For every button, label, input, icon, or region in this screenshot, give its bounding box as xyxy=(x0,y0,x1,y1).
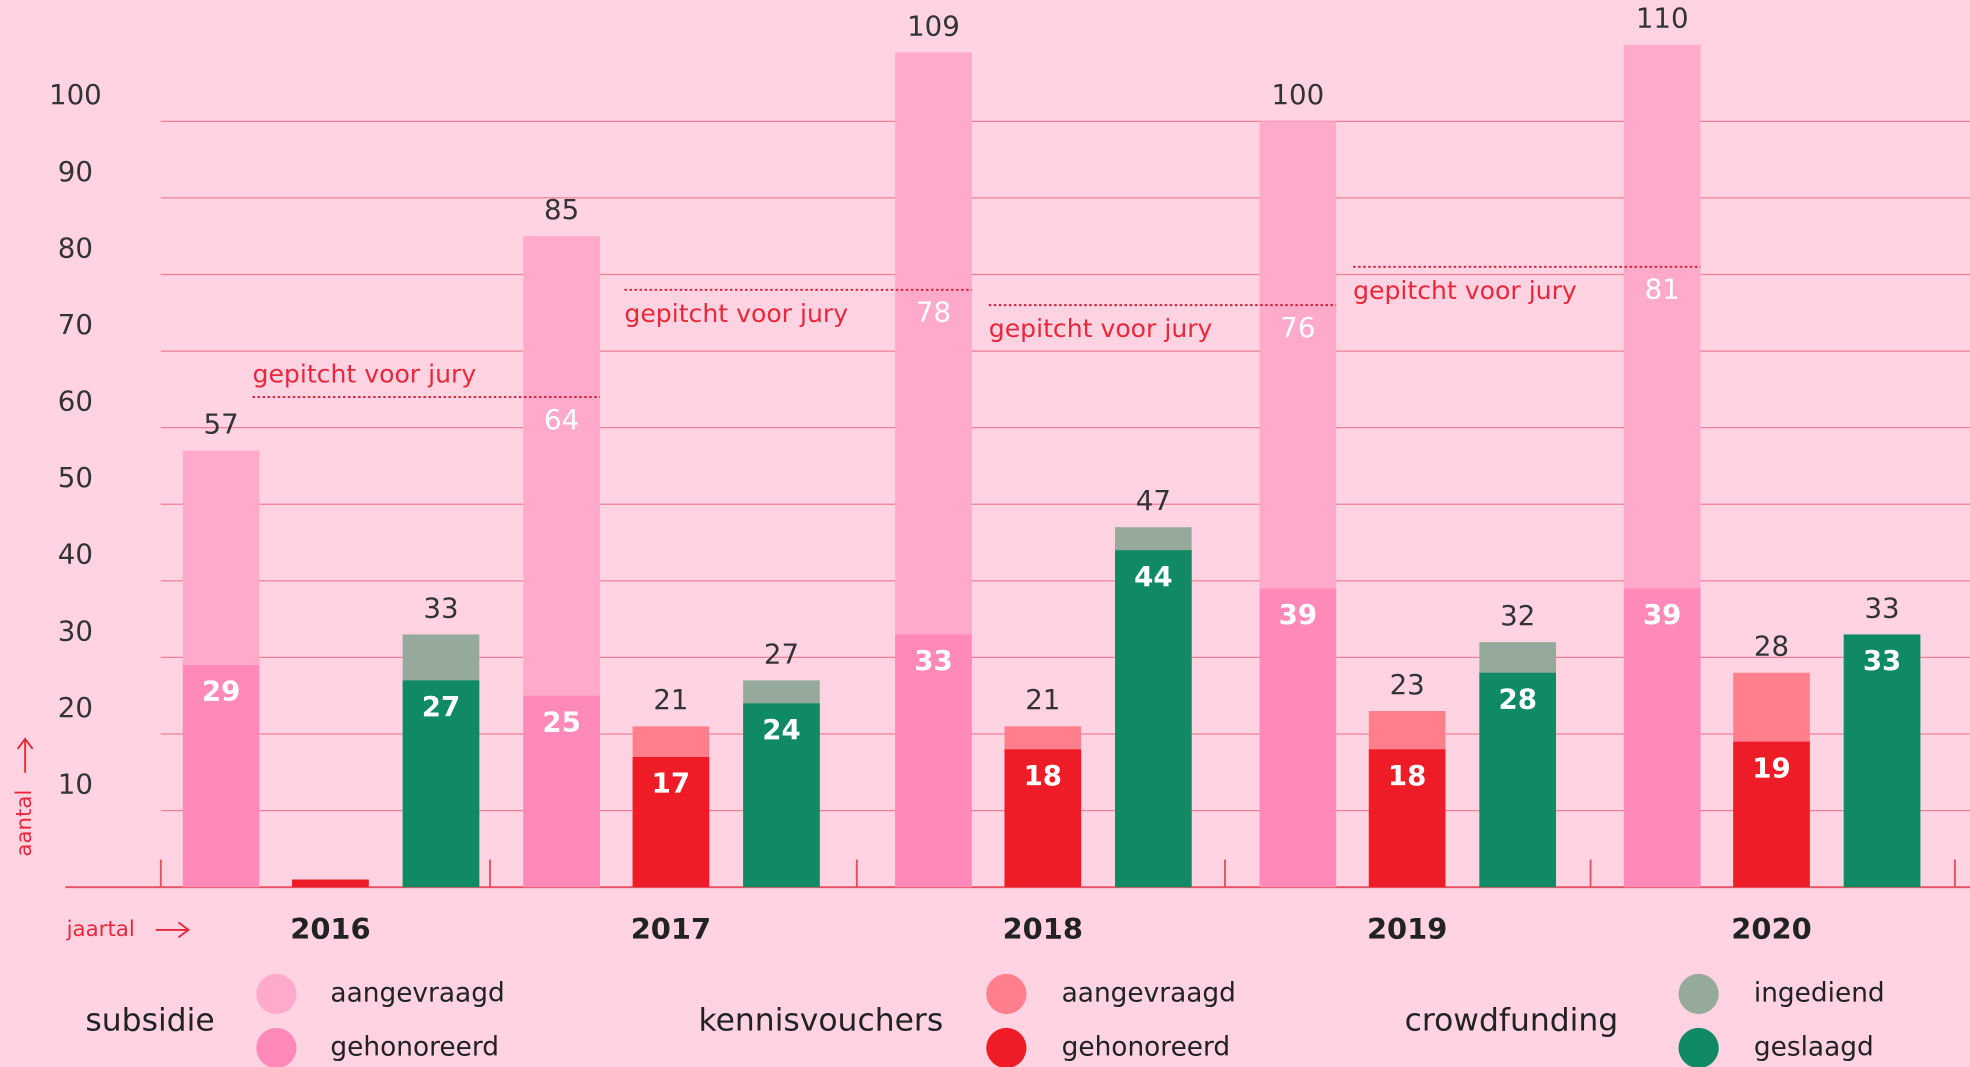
x-tick-label: 2020 xyxy=(1731,912,1811,946)
pitch-label: gepitcht voor jury xyxy=(624,299,848,328)
y-axis-label: aantal xyxy=(12,790,37,857)
bar xyxy=(1843,634,1921,888)
legend-swatch xyxy=(256,973,297,1015)
value-label: 27 xyxy=(422,690,460,723)
legend-label: geslaagd xyxy=(1754,1032,1874,1062)
legend-label: ingediend xyxy=(1754,978,1885,1008)
value-label: 28 xyxy=(1754,630,1789,663)
pitch-label: gepitcht voor jury xyxy=(253,360,477,389)
value-label: 33 xyxy=(1864,591,1899,624)
value-label: 39 xyxy=(1643,598,1681,631)
value-label: 29 xyxy=(202,675,240,708)
value-label: 39 xyxy=(1279,598,1317,631)
bar xyxy=(402,680,480,888)
value-label: 32 xyxy=(1500,599,1535,632)
bar xyxy=(743,703,820,888)
y-tick-label: 70 xyxy=(58,308,93,341)
x-axis-label: jaartal xyxy=(66,917,135,942)
x-tick-label: 2019 xyxy=(1367,912,1447,946)
y-tick-label: 10 xyxy=(58,767,93,800)
pitch-value: 76 xyxy=(1280,311,1315,344)
value-label: 109 xyxy=(907,9,960,42)
value-label: 85 xyxy=(544,193,579,226)
bar xyxy=(1479,672,1557,888)
value-label: 33 xyxy=(423,591,458,624)
legend-swatch xyxy=(986,973,1027,1015)
legend-group: subsidie xyxy=(85,1003,214,1039)
value-label: 23 xyxy=(1390,668,1425,701)
pitch-label: gepitcht voor jury xyxy=(989,314,1213,343)
bar xyxy=(182,665,260,888)
pitch-value: 81 xyxy=(1645,273,1680,306)
value-label: 24 xyxy=(762,713,800,746)
legend-group: crowdfunding xyxy=(1405,1003,1619,1039)
y-tick-label: 50 xyxy=(58,461,93,494)
bar xyxy=(1623,588,1701,888)
bar xyxy=(1115,550,1192,888)
y-tick-label: 90 xyxy=(58,155,93,188)
y-tick-label: 80 xyxy=(58,231,93,264)
value-label: 44 xyxy=(1134,560,1172,593)
pitch-value: 64 xyxy=(544,403,579,436)
value-label: 28 xyxy=(1498,682,1536,715)
legend-swatch xyxy=(1678,1027,1719,1067)
bar xyxy=(1733,741,1810,888)
value-label: 21 xyxy=(653,683,688,716)
legend-label: gehonoreerd xyxy=(330,1032,499,1062)
y-tick-label: 30 xyxy=(58,614,93,647)
legend-label: aangevraagd xyxy=(1062,978,1236,1008)
value-label: 110 xyxy=(1636,2,1689,35)
bar xyxy=(1368,749,1446,888)
value-label: 33 xyxy=(1863,644,1901,677)
value-label: 19 xyxy=(1752,751,1790,784)
pitch-label: gepitcht voor jury xyxy=(1353,276,1577,305)
value-label: 21 xyxy=(1025,683,1060,716)
y-tick-label: 20 xyxy=(58,691,93,724)
value-label: 57 xyxy=(204,408,239,441)
legend-swatch xyxy=(986,1027,1027,1067)
legend-label: gehonoreerd xyxy=(1062,1032,1231,1062)
value-label: 33 xyxy=(914,644,952,677)
bar xyxy=(1004,749,1082,888)
bar xyxy=(523,695,600,888)
y-tick-label: 40 xyxy=(58,538,93,571)
bar xyxy=(292,879,369,888)
value-label: 18 xyxy=(1024,759,1062,792)
value-label: 27 xyxy=(764,637,799,670)
bar xyxy=(632,756,710,888)
legend-swatch xyxy=(1678,973,1719,1015)
x-arrow-head xyxy=(177,921,191,939)
value-label: 100 xyxy=(1271,78,1324,111)
x-tick-label: 2017 xyxy=(631,912,711,946)
x-tick-label: 2016 xyxy=(290,912,370,946)
value-label: 25 xyxy=(542,705,580,738)
y-tick-label: 60 xyxy=(58,385,93,418)
legend-swatch xyxy=(256,1027,297,1067)
legend-label: aangevraagd xyxy=(330,978,504,1008)
value-label: 47 xyxy=(1136,484,1171,517)
x-tick-label: 2018 xyxy=(1003,912,1083,946)
pitch-value: 78 xyxy=(916,296,951,329)
y-arrow-head xyxy=(16,737,34,750)
value-label: 18 xyxy=(1388,759,1426,792)
value-label: 17 xyxy=(652,767,690,800)
legend-group: kennisvouchers xyxy=(699,1003,944,1039)
bar xyxy=(895,634,972,888)
y-tick-label: 100 xyxy=(49,78,102,111)
bar xyxy=(1259,588,1337,888)
